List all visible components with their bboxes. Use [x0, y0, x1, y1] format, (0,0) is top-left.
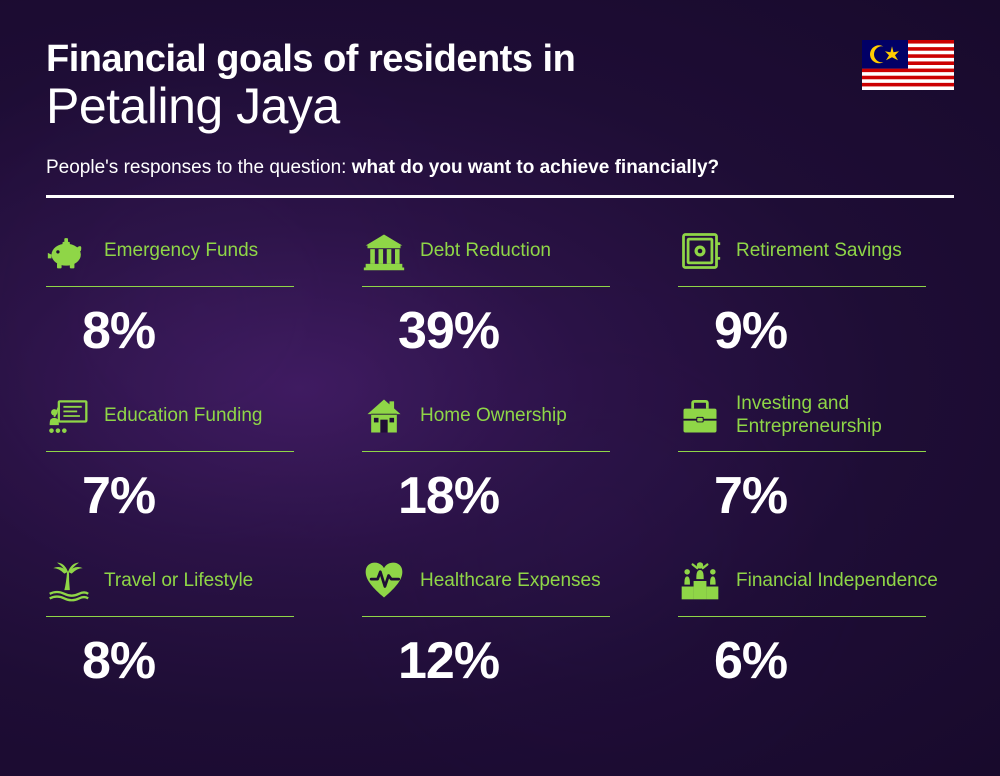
- title-line1: Financial goals of residents in: [46, 38, 954, 81]
- stat-item: Investing and Entrepreneurship 7%: [678, 391, 954, 526]
- stat-item-head: Education Funding: [46, 391, 322, 441]
- briefcase-icon: [678, 394, 722, 438]
- stat-item-head: Investing and Entrepreneurship: [678, 391, 954, 441]
- stat-value: 8%: [82, 301, 322, 361]
- stat-item-head: Home Ownership: [362, 391, 638, 441]
- stat-item-head: Travel or Lifestyle: [46, 556, 322, 606]
- podium-icon: [678, 559, 722, 603]
- stat-value: 7%: [82, 466, 322, 526]
- subtitle-question: what do you want to achieve financially?: [352, 157, 719, 178]
- piggy-bank-icon: [46, 229, 90, 273]
- stat-item: Education Funding 7%: [46, 391, 322, 526]
- palm-tree-icon: [46, 559, 90, 603]
- stat-label: Debt Reduction: [420, 240, 551, 263]
- safe-icon: [678, 229, 722, 273]
- stat-label: Emergency Funds: [104, 240, 258, 263]
- stat-divider: [678, 451, 926, 452]
- header: Financial goals of residents in Petaling…: [46, 38, 954, 198]
- stat-item: Home Ownership 18%: [362, 391, 638, 526]
- stat-label: Retirement Savings: [736, 240, 902, 263]
- stat-label: Travel or Lifestyle: [104, 570, 253, 593]
- presentation-icon: [46, 394, 90, 438]
- stat-divider: [362, 616, 610, 617]
- stat-item: Retirement Savings 9%: [678, 226, 954, 361]
- stat-divider: [678, 616, 926, 617]
- subtitle-prefix: People's responses to the question:: [46, 157, 352, 178]
- stat-item-head: Retirement Savings: [678, 226, 954, 276]
- house-icon: [362, 394, 406, 438]
- subtitle: People's responses to the question: what…: [46, 157, 954, 179]
- header-divider: [46, 195, 954, 198]
- stat-value: 12%: [398, 631, 638, 691]
- stat-item: Travel or Lifestyle 8%: [46, 556, 322, 691]
- stat-label: Healthcare Expenses: [420, 570, 601, 593]
- stat-item: Financial Independence 6%: [678, 556, 954, 691]
- heart-pulse-icon: [362, 559, 406, 603]
- stat-divider: [46, 616, 294, 617]
- malaysia-flag-icon: [862, 40, 954, 90]
- stat-item: Healthcare Expenses 12%: [362, 556, 638, 691]
- stat-item-head: Emergency Funds: [46, 226, 322, 276]
- stat-divider: [46, 451, 294, 452]
- stat-value: 18%: [398, 466, 638, 526]
- stat-label: Education Funding: [104, 405, 262, 428]
- stat-value: 39%: [398, 301, 638, 361]
- stat-divider: [362, 451, 610, 452]
- bank-icon: [362, 229, 406, 273]
- stat-item: Emergency Funds 8%: [46, 226, 322, 361]
- stat-label: Investing and Entrepreneurship: [736, 393, 954, 439]
- stat-item-head: Financial Independence: [678, 556, 954, 606]
- stat-item: Debt Reduction 39%: [362, 226, 638, 361]
- stat-value: 9%: [714, 301, 954, 361]
- stat-divider: [678, 286, 926, 287]
- stat-item-head: Healthcare Expenses: [362, 556, 638, 606]
- title-location: Petaling Jaya: [46, 77, 954, 135]
- stat-divider: [362, 286, 610, 287]
- stat-value: 7%: [714, 466, 954, 526]
- stat-label: Financial Independence: [736, 570, 938, 593]
- stats-grid: Emergency Funds 8% Debt Reduction 39% Re…: [46, 226, 954, 691]
- stat-label: Home Ownership: [420, 405, 567, 428]
- stat-item-head: Debt Reduction: [362, 226, 638, 276]
- stat-divider: [46, 286, 294, 287]
- stat-value: 6%: [714, 631, 954, 691]
- stat-value: 8%: [82, 631, 322, 691]
